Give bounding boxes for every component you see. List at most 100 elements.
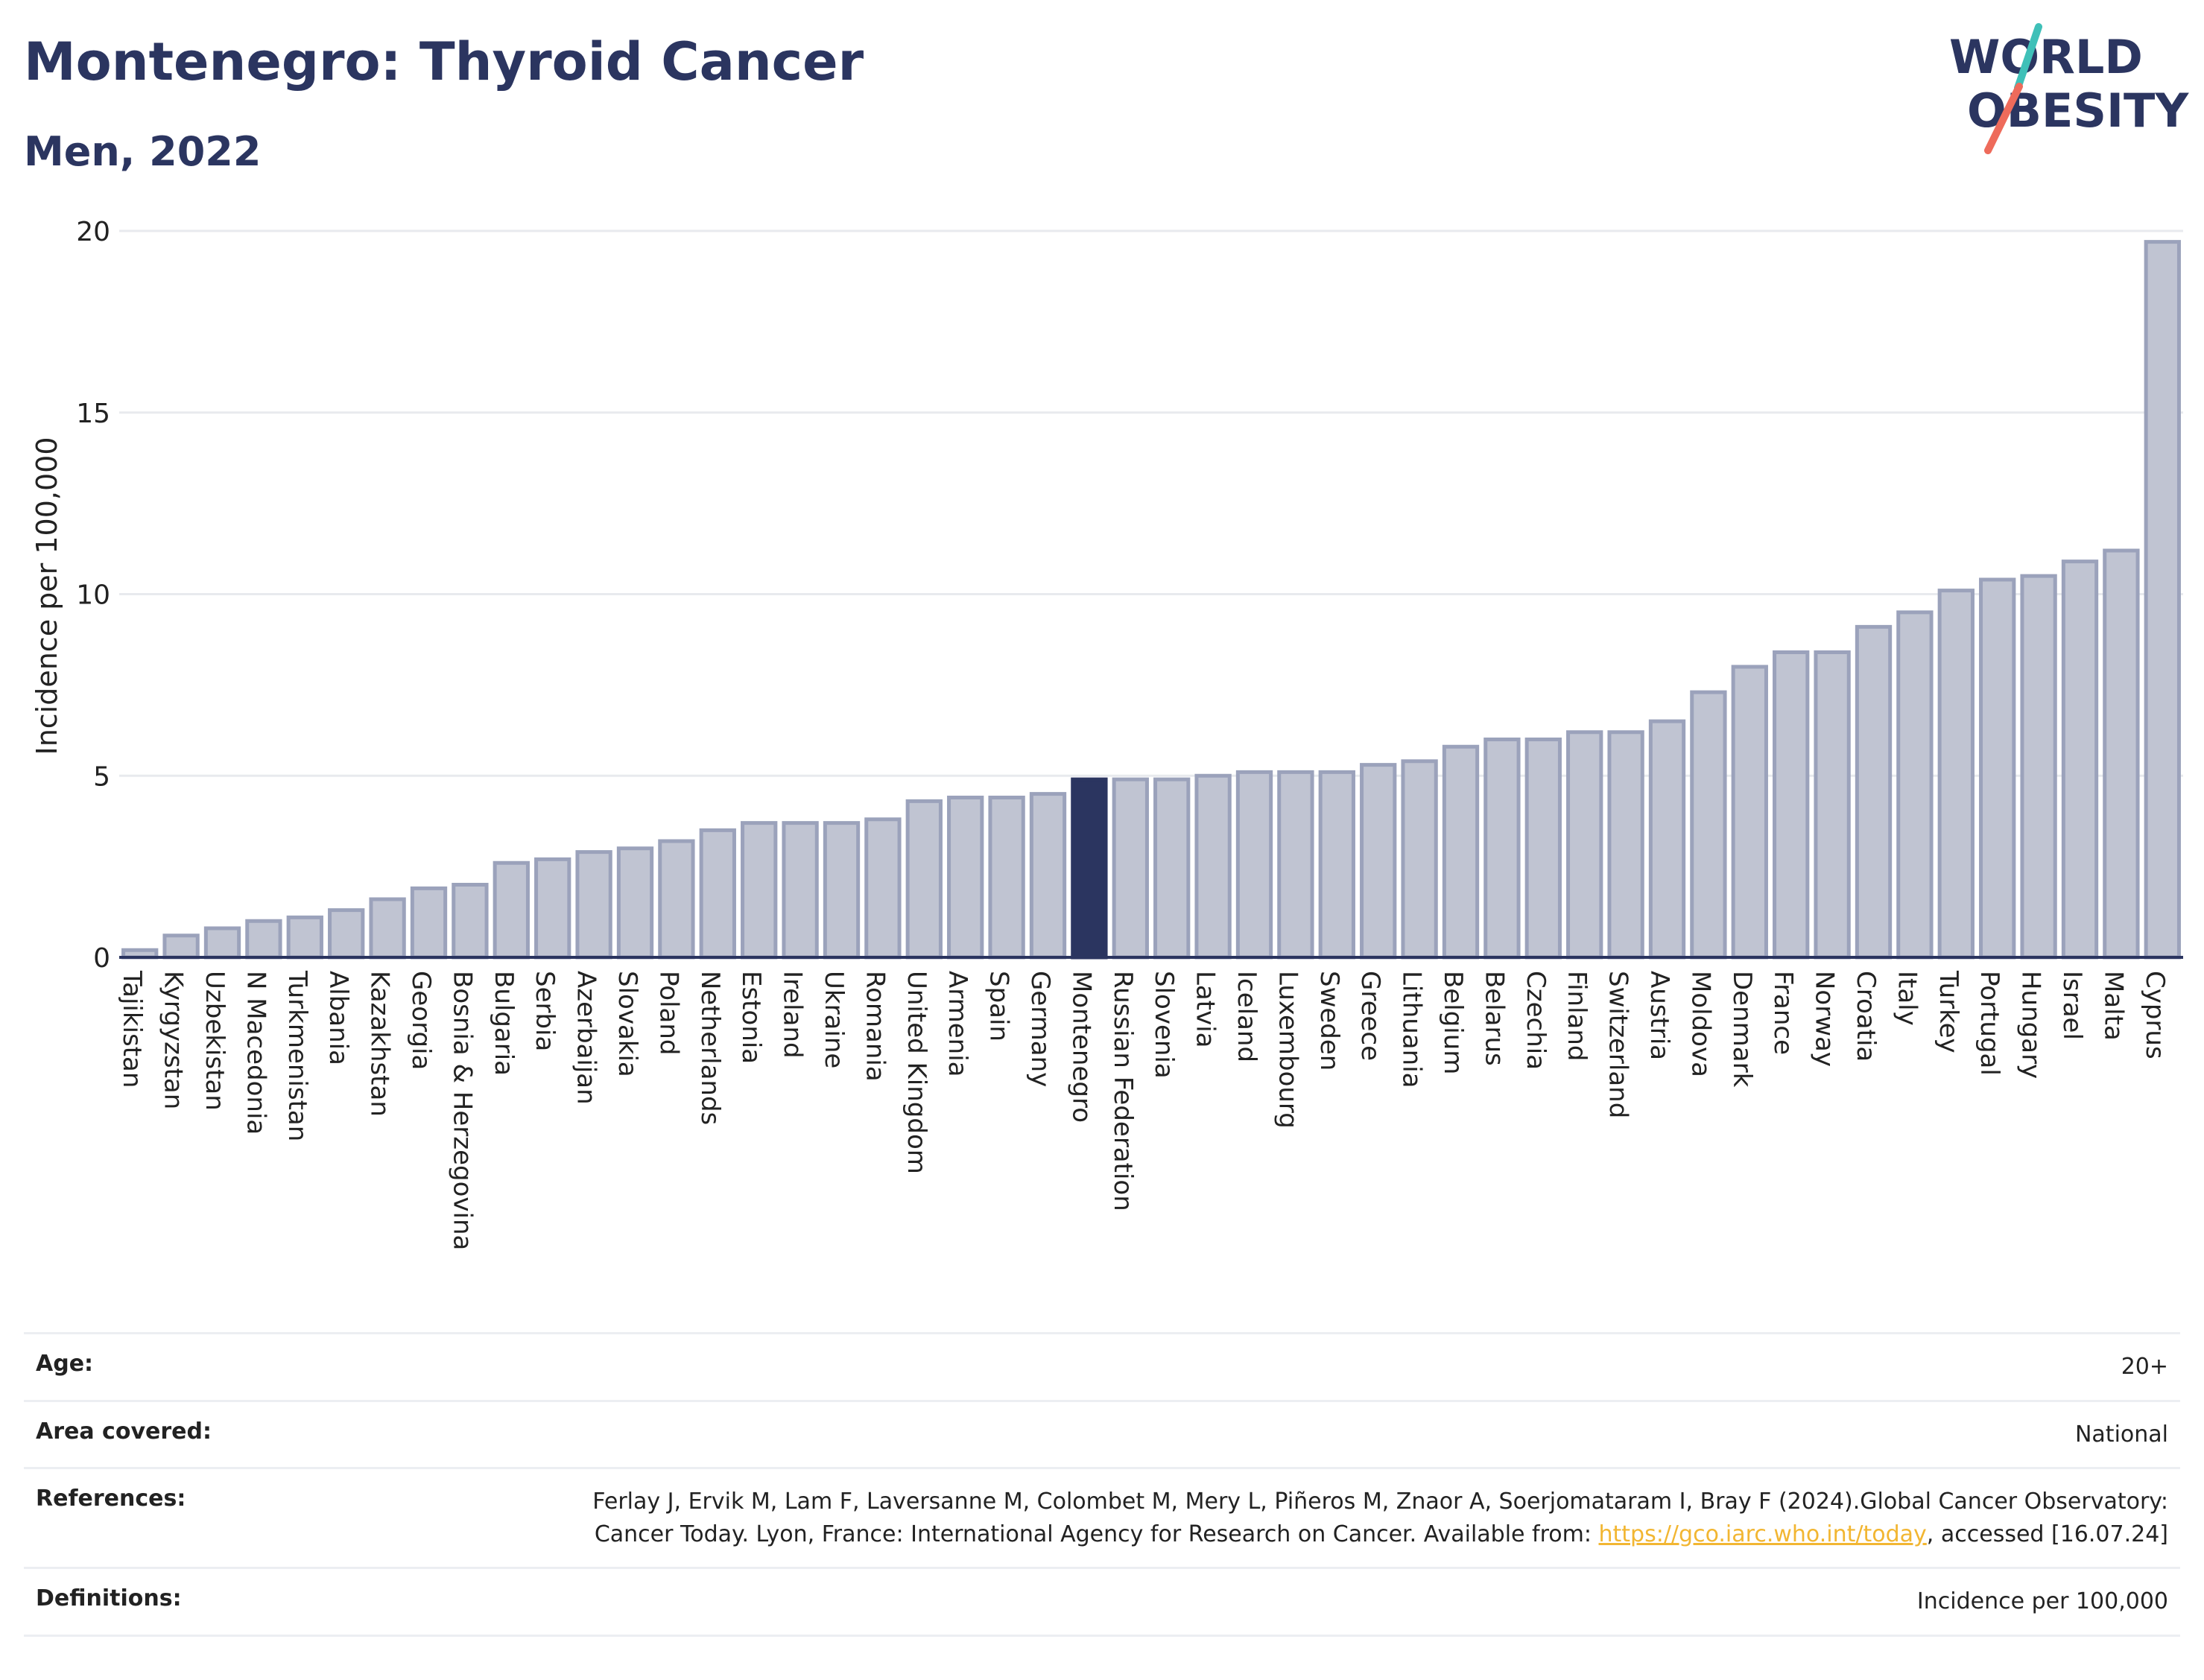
x-tick-label: Spain bbox=[984, 971, 1014, 1042]
bar-moldova bbox=[1690, 690, 1727, 960]
x-tick-label: Greece bbox=[1355, 971, 1385, 1061]
meta-value-area: National bbox=[2074, 1421, 2168, 1448]
y-tick-label: 10 bbox=[76, 580, 110, 611]
bar-germany bbox=[1029, 792, 1067, 960]
bar-turkey bbox=[1937, 589, 1975, 960]
x-tick-label: Armenia bbox=[943, 971, 972, 1077]
bar-ireland bbox=[782, 821, 819, 960]
x-tick-label: N Macedonia bbox=[241, 971, 270, 1135]
bar-slovakia bbox=[616, 846, 654, 960]
tick-labels: 0 5 10 15 20 Tajikistan Kyrgyzstan Uzbekistan N … bbox=[76, 217, 2170, 1250]
y-tick-label: 15 bbox=[76, 399, 110, 429]
x-tick-label: France bbox=[1768, 971, 1798, 1055]
chart-subtitle: Men, 2022 bbox=[24, 128, 262, 175]
x-tick-label: Turkey bbox=[1934, 970, 1963, 1053]
bar-latvia bbox=[1194, 773, 1232, 960]
x-tick-label: Ireland bbox=[778, 971, 808, 1059]
bar-sweden bbox=[1318, 770, 1355, 960]
x-tick-label: Switzerland bbox=[1603, 971, 1633, 1118]
x-tick-label: Latvia bbox=[1191, 971, 1220, 1048]
bar-kazakhstan bbox=[369, 897, 406, 960]
x-tick-label: Finland bbox=[1562, 971, 1592, 1062]
x-tick-label: Portugal bbox=[1975, 971, 2004, 1076]
bar-armenia bbox=[947, 796, 984, 960]
meta-value-age: 20+ bbox=[2121, 1354, 2168, 1380]
x-tick-label: Turkmenistan bbox=[282, 970, 312, 1141]
bar-serbia bbox=[534, 857, 571, 960]
bar-bosnia-herzegovina bbox=[452, 883, 489, 960]
meta-label-references: References: bbox=[36, 1486, 186, 1512]
bar-portugal bbox=[1979, 577, 2016, 960]
x-tick-label: Austria bbox=[1644, 971, 1674, 1060]
meta-row-area: Area covered: National bbox=[24, 1399, 2180, 1468]
x-tick-label: Denmark bbox=[1727, 971, 1757, 1088]
bar-chart: 0 5 10 15 20 Tajikistan Kyrgyzstan Uzbekistan N … bbox=[31, 217, 2183, 1250]
x-tick-label: Poland bbox=[653, 971, 683, 1056]
bar-slovenia bbox=[1153, 777, 1191, 960]
x-tick-label: Albania bbox=[323, 971, 353, 1065]
x-tick-label: Czechia bbox=[1521, 971, 1551, 1070]
bar-italy bbox=[1896, 610, 1934, 960]
meta-label-area: Area covered: bbox=[36, 1418, 212, 1445]
x-tick-label: Germany bbox=[1025, 971, 1055, 1087]
bar-albania bbox=[328, 908, 365, 960]
bar-malta bbox=[2103, 548, 2140, 960]
x-tick-label: Estonia bbox=[736, 971, 766, 1064]
bar-romania bbox=[864, 817, 902, 960]
x-tick-label: Sweden bbox=[1314, 971, 1344, 1071]
bar-norway bbox=[1814, 650, 1851, 960]
reference-text: Ferlay J, Ervik M, Lam F, Laversanne M, … bbox=[592, 1489, 2168, 1547]
x-tick-label: Serbia bbox=[530, 971, 560, 1051]
x-tick-label: Netherlands bbox=[695, 971, 725, 1125]
x-tick-label: Norway bbox=[1810, 971, 1840, 1067]
x-tick-label: Montenegro bbox=[1066, 971, 1096, 1123]
meta-label-definitions: Definitions: bbox=[36, 1585, 182, 1611]
x-tick-label: Uzbekistan bbox=[200, 971, 229, 1111]
x-tick-label: Russian Federation bbox=[1108, 971, 1138, 1211]
chart-title: Montenegro: Thyroid Cancer bbox=[24, 31, 864, 92]
logo-slash-coral bbox=[1984, 83, 2023, 154]
x-tick-label: Croatia bbox=[1851, 971, 1881, 1062]
x-tick-label: Malta bbox=[2098, 971, 2128, 1041]
bar-israel bbox=[2061, 560, 2099, 960]
bar-lithuania bbox=[1401, 759, 1438, 960]
bar-turkmenistan bbox=[286, 915, 323, 960]
x-tick-label: Cyprus bbox=[2140, 971, 2170, 1059]
world-obesity-logo: WORLD OBESITY bbox=[1949, 23, 2189, 154]
bar-greece bbox=[1360, 763, 1397, 960]
bar-ukraine bbox=[823, 821, 861, 960]
reference-link[interactable]: https://gco.iarc.who.int/today bbox=[1598, 1521, 1927, 1547]
x-tick-label: Bulgaria bbox=[489, 971, 519, 1076]
x-tick-label: Italy bbox=[1892, 971, 1922, 1026]
bar-luxembourg bbox=[1277, 770, 1314, 960]
bar-georgia bbox=[410, 886, 448, 960]
bar-azerbaijan bbox=[575, 850, 612, 960]
bar-uzbekistan bbox=[203, 926, 241, 960]
meta-value-references: Ferlay J, Ervik M, Lam F, Laversanne M, … bbox=[529, 1486, 2168, 1550]
bar-bulgaria bbox=[493, 860, 530, 960]
meta-row-age: Age: 20+ bbox=[24, 1332, 2180, 1400]
x-tick-label: Romania bbox=[860, 971, 890, 1082]
reference-accessed: , accessed [16.07.24] bbox=[1926, 1521, 2168, 1547]
bar-finland bbox=[1566, 730, 1603, 960]
x-tick-label: Moldova bbox=[1685, 971, 1715, 1077]
bar-spain bbox=[988, 796, 1025, 960]
x-tick-label: Georgia bbox=[406, 971, 436, 1070]
bar-hungary bbox=[2020, 574, 2057, 960]
x-tick-label: Bosnia & Herzegovina bbox=[447, 971, 477, 1250]
x-tick-label: Azerbaijan bbox=[571, 971, 601, 1105]
bar-montenegro bbox=[1071, 777, 1108, 960]
bar-n-macedonia bbox=[245, 919, 282, 960]
bar-belgium bbox=[1442, 744, 1480, 960]
bar-iceland bbox=[1235, 770, 1273, 960]
bar-poland bbox=[658, 839, 695, 960]
bar-belarus bbox=[1483, 738, 1521, 960]
x-tick-label: Belgium bbox=[1438, 971, 1468, 1074]
x-tick-label: Luxembourg bbox=[1273, 971, 1302, 1129]
y-tick-label: 20 bbox=[76, 217, 110, 247]
x-tick-label: Lithuania bbox=[1397, 971, 1427, 1088]
x-tick-label: Slovenia bbox=[1149, 971, 1179, 1079]
y-tick-label: 0 bbox=[93, 943, 110, 974]
logo-text-world: WORLD bbox=[1949, 30, 2143, 84]
x-tick-label: United Kingdom bbox=[902, 971, 931, 1174]
